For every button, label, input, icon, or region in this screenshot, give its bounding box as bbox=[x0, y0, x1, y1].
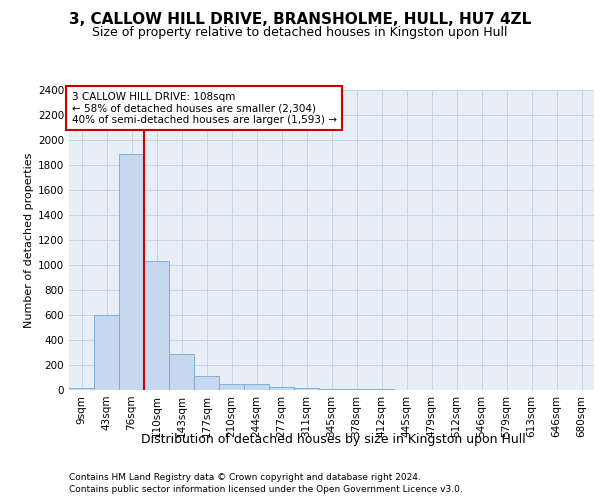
Bar bbox=[119, 154, 144, 390]
Text: Size of property relative to detached houses in Kingston upon Hull: Size of property relative to detached ho… bbox=[92, 26, 508, 39]
Bar bbox=[219, 384, 244, 390]
Y-axis label: Number of detached properties: Number of detached properties bbox=[24, 152, 34, 328]
Bar bbox=[194, 376, 219, 390]
Bar bbox=[144, 261, 169, 390]
Bar bbox=[294, 388, 319, 390]
Bar bbox=[94, 315, 119, 390]
Text: Contains public sector information licensed under the Open Government Licence v3: Contains public sector information licen… bbox=[69, 485, 463, 494]
Bar bbox=[169, 354, 194, 390]
Text: 3 CALLOW HILL DRIVE: 108sqm
← 58% of detached houses are smaller (2,304)
40% of : 3 CALLOW HILL DRIVE: 108sqm ← 58% of det… bbox=[71, 92, 337, 124]
Bar bbox=[269, 386, 294, 390]
Bar bbox=[244, 384, 269, 390]
Text: 3, CALLOW HILL DRIVE, BRANSHOLME, HULL, HU7 4ZL: 3, CALLOW HILL DRIVE, BRANSHOLME, HULL, … bbox=[69, 12, 531, 28]
Text: Distribution of detached houses by size in Kingston upon Hull: Distribution of detached houses by size … bbox=[140, 432, 526, 446]
Text: Contains HM Land Registry data © Crown copyright and database right 2024.: Contains HM Land Registry data © Crown c… bbox=[69, 472, 421, 482]
Bar bbox=[69, 388, 94, 390]
